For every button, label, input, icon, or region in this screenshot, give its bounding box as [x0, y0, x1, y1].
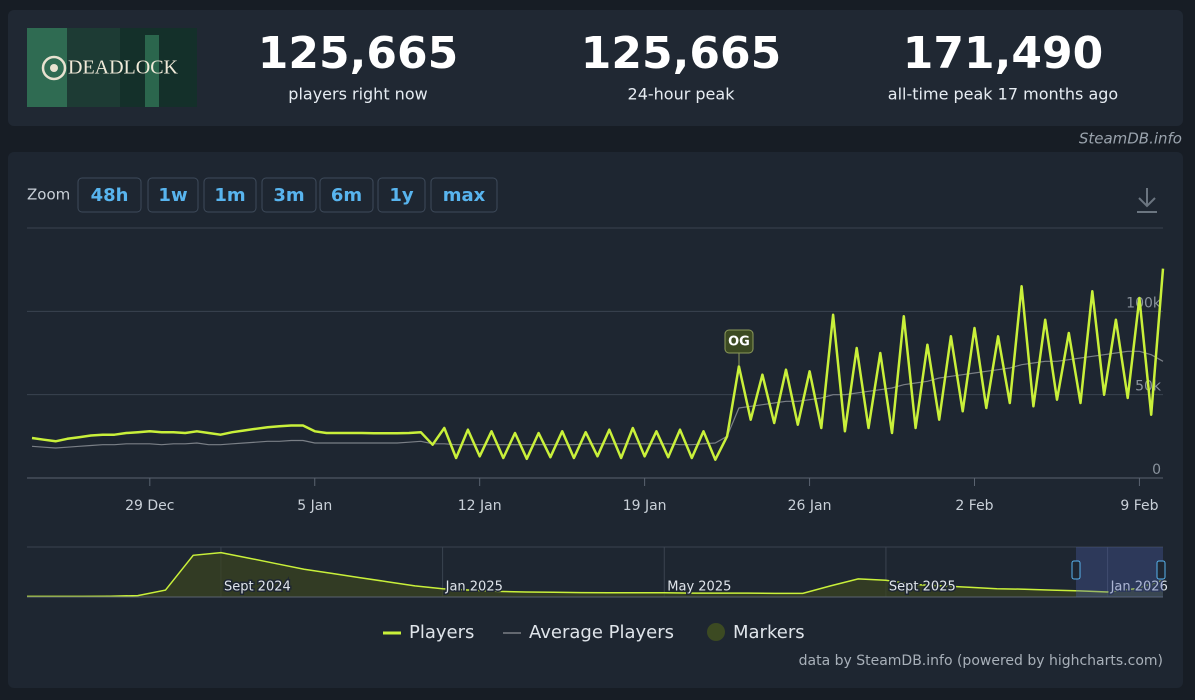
zoom-buttons: 48h 1w 1m 3m 6m 1y max: [77, 177, 498, 213]
button-box: [77, 177, 142, 213]
button-box: [261, 177, 317, 213]
zoom-button[interactable]: 3m: [261, 177, 317, 213]
zoom-label: Zoom: [27, 186, 70, 204]
zoom-button[interactable]: 1w: [147, 177, 199, 213]
navigator-handle[interactable]: [1071, 560, 1081, 580]
stat-value: 125,665: [258, 28, 458, 79]
legend-label[interactable]: Players: [409, 622, 474, 643]
button-box: [430, 177, 498, 213]
navigator-window: [1076, 547, 1163, 597]
navigator-label: Jan 2026: [1110, 580, 1168, 595]
navigator-label: Sept 2025: [889, 580, 956, 595]
series-line: [31, 350, 1164, 449]
y-tick-label: 100k: [1126, 295, 1162, 311]
navigator-label: Jan 2025: [445, 580, 503, 595]
button-label: 48h: [91, 185, 129, 206]
stat-value: 125,665: [581, 28, 781, 79]
navigator-area: [27, 552, 1163, 597]
zoom-button[interactable]: max: [430, 177, 498, 213]
button-box: [203, 177, 257, 213]
button-label: 1w: [158, 185, 187, 206]
stat-value: 171,490: [903, 28, 1103, 79]
marker-label: OG: [728, 335, 750, 350]
x-tick-label: 2 Feb: [955, 498, 993, 514]
zoom-button[interactable]: 1m: [203, 177, 257, 213]
navigator-line: [27, 551, 1164, 598]
button-box: [147, 177, 199, 213]
game-logo: DEADLOCK: [27, 28, 197, 107]
navigator-handle[interactable]: [1156, 560, 1166, 580]
legend-label[interactable]: Average Players: [529, 622, 674, 643]
chart-card: [8, 152, 1183, 688]
x-tick-label: 29 Dec: [125, 498, 174, 514]
zoom-button[interactable]: 48h: [77, 177, 142, 213]
credits: data by SteamDB.info (powered by highcha…: [799, 653, 1163, 669]
button-box: [319, 177, 374, 213]
zoom-button[interactable]: 1y: [377, 177, 426, 213]
x-tick-label: 9 Feb: [1120, 498, 1158, 514]
logo-text: DEADLOCK: [68, 57, 179, 79]
series-line: [31, 268, 1165, 461]
y-tick-label: 0: [1152, 462, 1161, 478]
x-tick-label: 19 Jan: [623, 498, 667, 514]
button-box: [377, 177, 426, 213]
watermark: SteamDB.info: [1079, 130, 1182, 148]
navigator-label: May 2025: [667, 580, 731, 595]
x-tick-label: 26 Jan: [788, 498, 832, 514]
stat-label: 24-hour peak: [628, 85, 736, 104]
stat-label: players right now: [288, 85, 427, 104]
stat-label: all-time peak 17 months ago: [888, 85, 1118, 104]
legend-label[interactable]: Markers: [733, 622, 805, 643]
button-label: max: [443, 185, 486, 206]
button-label: 1m: [214, 185, 245, 206]
download-button[interactable]: [1137, 188, 1157, 213]
button-label: 6m: [331, 185, 362, 206]
marker: OG: [724, 329, 754, 366]
navigator-label: Sept 2024: [224, 580, 291, 595]
x-tick-label: 12 Jan: [458, 498, 502, 514]
button-label: 3m: [273, 185, 304, 206]
header-card: [8, 10, 1183, 126]
zoom-button[interactable]: 6m: [319, 177, 374, 213]
x-tick-label: 5 Jan: [297, 498, 332, 514]
button-label: 1y: [389, 185, 414, 206]
legend-swatch[interactable]: [707, 623, 725, 641]
